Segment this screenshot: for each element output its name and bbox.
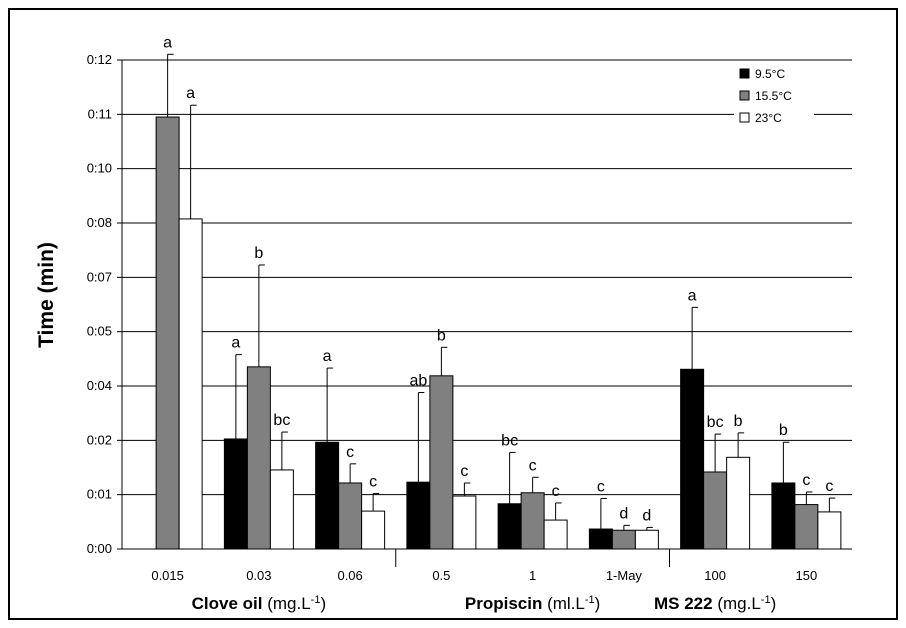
bar	[338, 482, 363, 550]
bar	[634, 529, 659, 550]
group-label: Propiscin (ml.L-1)	[465, 594, 600, 613]
x-tick-label: 1	[529, 568, 536, 583]
group-label: MS 222 (mg.L-1)	[654, 594, 776, 613]
bar	[680, 368, 705, 550]
legend-swatch	[739, 90, 750, 101]
y-tick-label: 0:05	[87, 324, 112, 339]
significance-label: c	[597, 478, 605, 495]
group-labels: Clove oil (mg.L-1) Propiscin (ml.L-1) MS 2…	[192, 594, 777, 613]
significance-label: c	[529, 457, 537, 474]
y-tick-labels: 0:00 0:01 0:02 0:04 0:05 0:07 0:08 0:10 0:11 0:12	[87, 52, 122, 556]
group-unit: (mg.L	[713, 594, 761, 613]
bar	[246, 366, 271, 550]
bar	[269, 469, 294, 550]
x-tick-label: 0.03	[246, 568, 271, 583]
significance-label: c	[369, 474, 377, 491]
legend-swatch	[739, 112, 750, 123]
group-unit-superscript: -1	[585, 594, 595, 606]
significance-label: c	[802, 472, 810, 489]
x-tick-label: 1-May	[606, 568, 643, 583]
group-unit-superscript: -1	[311, 594, 321, 606]
bar	[588, 528, 613, 550]
x-tick-label: 100	[704, 568, 726, 583]
y-tick-label: 0:08	[87, 215, 112, 230]
legend: 9.5°C 15.5°C 23°C	[734, 62, 814, 134]
significance-label: d	[619, 505, 628, 522]
bar	[543, 519, 568, 550]
y-axis-label: Time (min)	[35, 242, 58, 348]
group-unit-close: )	[771, 594, 777, 613]
significance-label: c	[552, 483, 560, 500]
significance-label: c	[346, 444, 354, 461]
group-unit-close: )	[320, 594, 326, 613]
bar	[703, 471, 728, 550]
significance-label: bc	[501, 432, 518, 449]
legend-label: 15.5°C	[755, 89, 792, 103]
y-tick-label: 0:04	[87, 378, 112, 393]
bar	[794, 504, 819, 550]
bar	[520, 492, 545, 550]
x-tick-label: 150	[796, 568, 818, 583]
group-name: MS 222	[654, 594, 713, 613]
bar	[817, 511, 842, 550]
significance-label: a	[163, 34, 172, 51]
y-tick-label: 0:07	[87, 269, 112, 284]
x-tick-labels: 0.015 0.03 0.06 0.5 1 1-May 100 150	[151, 568, 817, 583]
significance-label: a	[323, 348, 332, 365]
bar	[726, 456, 751, 550]
significance-label: a	[688, 287, 697, 304]
bar	[361, 510, 386, 550]
significance-label: c	[460, 463, 468, 480]
group-unit-superscript: -1	[761, 594, 771, 606]
y-tick-label: 0:12	[87, 52, 112, 67]
x-tick-label: 0.5	[432, 568, 450, 583]
bar	[771, 482, 796, 550]
significance-label: bc	[707, 414, 724, 431]
y-tick-label: 0:00	[87, 541, 112, 556]
legend-swatch	[739, 68, 750, 79]
group-unit: (ml.L	[542, 594, 585, 613]
y-tick-label: 0:10	[87, 161, 112, 176]
significance-label: a	[186, 85, 195, 102]
significance-label: b	[734, 413, 743, 430]
bar	[223, 438, 248, 550]
significance-label: a	[231, 335, 240, 352]
group-name: Propiscin	[465, 594, 542, 613]
x-tick-label: 0.06	[337, 568, 362, 583]
bar	[315, 441, 340, 550]
x-tick-label: 0.015	[151, 568, 184, 583]
bar	[406, 481, 431, 550]
bar	[155, 116, 180, 550]
group-unit: (mg.L	[262, 594, 310, 613]
significance-label: ab	[409, 373, 427, 390]
y-tick-label: 0:01	[87, 487, 112, 502]
y-tick-label: 0:02	[87, 432, 112, 447]
axes	[121, 60, 852, 567]
significance-label: bc	[273, 412, 290, 429]
bar	[452, 495, 477, 550]
significance-label: b	[779, 422, 788, 439]
group-unit-close: )	[595, 594, 601, 613]
y-tick-label: 0:11	[88, 106, 112, 121]
legend-label: 23°C	[755, 111, 782, 125]
bar	[178, 218, 203, 550]
group-label: Clove oil (mg.L-1)	[192, 594, 327, 613]
group-name: Clove oil	[192, 594, 263, 613]
significance-label: c	[825, 478, 833, 495]
significance-label: b	[437, 327, 446, 344]
legend-label: 9.5°C	[755, 67, 785, 81]
chart-frame: a a a b bc a c c ab b c bc c c c d d a bc b b c c 0:00 0:01 0:02…	[8, 8, 898, 620]
bar	[497, 503, 522, 550]
significance-label: b	[254, 245, 263, 262]
bar	[611, 529, 636, 550]
significance-label: d	[642, 507, 651, 524]
bar	[429, 375, 454, 550]
